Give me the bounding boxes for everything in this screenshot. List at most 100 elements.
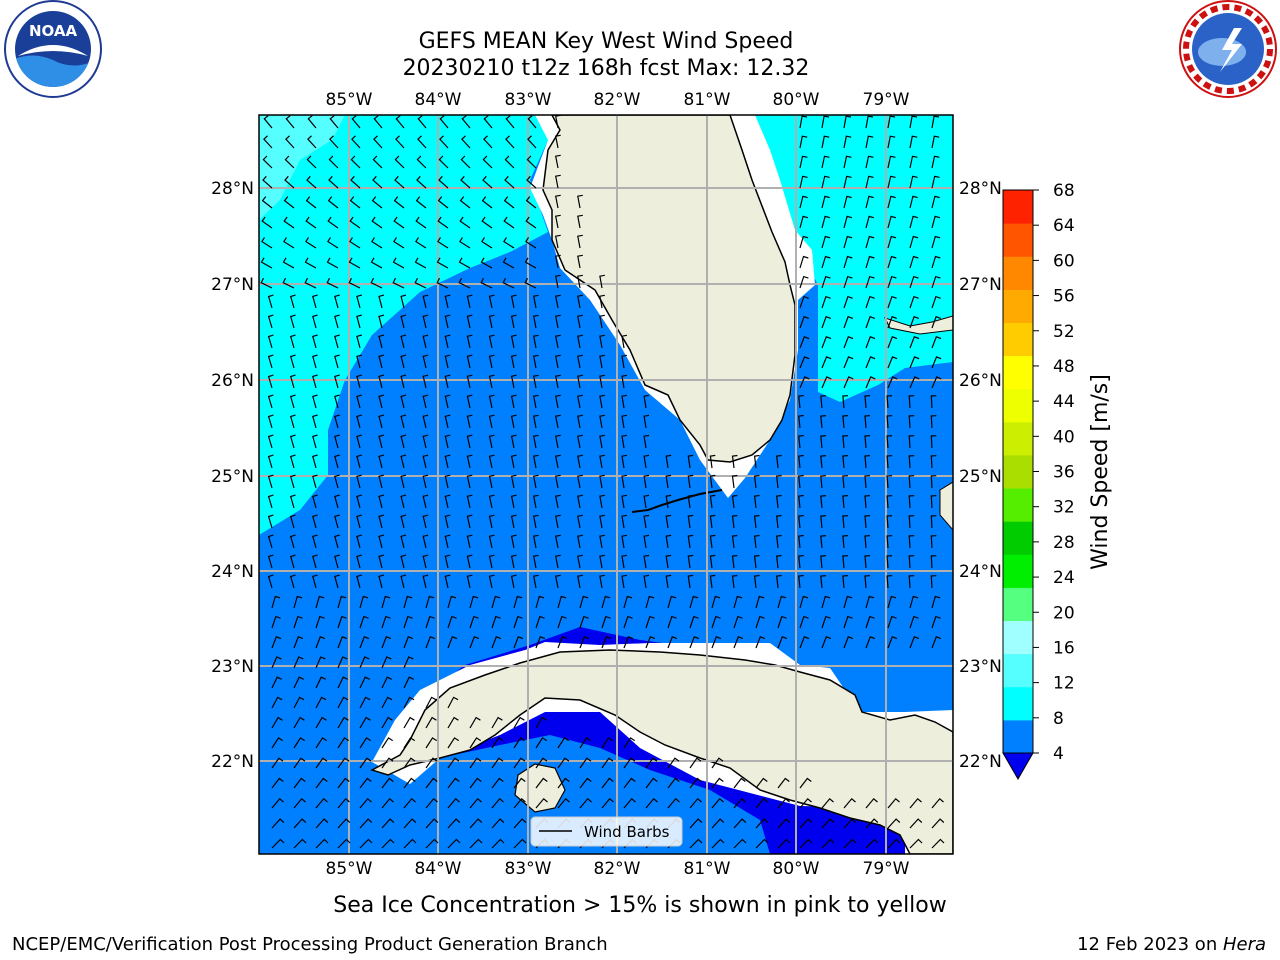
wind-barb xyxy=(643,434,650,449)
wind-barb xyxy=(312,394,318,409)
wind-barb xyxy=(798,574,804,589)
wind-barb xyxy=(447,696,459,709)
wind-barb xyxy=(334,574,340,589)
wind-barb xyxy=(502,257,515,269)
wind-barb xyxy=(293,757,306,769)
wind-barb xyxy=(417,115,427,129)
wind-barb xyxy=(466,354,473,369)
wind-barb xyxy=(373,135,383,149)
wind-barb xyxy=(931,175,940,189)
wind-barb xyxy=(289,514,296,529)
wind-barb xyxy=(480,277,493,289)
wind-barb xyxy=(527,135,537,149)
wind-barb xyxy=(579,777,592,789)
wind-barb xyxy=(460,175,471,189)
wind-barb xyxy=(689,636,700,649)
wind-barb xyxy=(381,615,391,629)
wind-barb xyxy=(557,797,570,809)
wind-barb xyxy=(532,374,539,389)
wind-barb xyxy=(733,797,746,809)
wind-barb xyxy=(371,196,383,209)
wind-barb xyxy=(378,374,385,389)
wind-barb xyxy=(755,615,765,629)
wind-barb xyxy=(305,216,317,229)
wind-barb xyxy=(709,554,716,569)
wind-barb xyxy=(305,237,317,249)
wind-barb xyxy=(359,818,373,829)
wind-barb xyxy=(577,494,583,509)
wind-barb xyxy=(532,574,539,589)
wind-barb xyxy=(865,175,874,189)
wind-barb xyxy=(381,676,392,689)
wind-barb xyxy=(909,376,920,389)
wind-barb xyxy=(577,414,583,429)
map-frame xyxy=(258,114,954,855)
wind-barb xyxy=(513,797,526,809)
lon-label-top: 80°W xyxy=(773,90,820,110)
wind-barb xyxy=(261,216,273,229)
wind-barb xyxy=(798,494,804,509)
wind-barb xyxy=(271,636,282,649)
wind-barb xyxy=(378,434,385,449)
wind-barb xyxy=(315,838,329,849)
wind-barb xyxy=(293,737,306,749)
wind-barb xyxy=(359,716,371,729)
wind-barb xyxy=(864,495,871,509)
wind-barb xyxy=(356,414,362,429)
wind-barb xyxy=(621,394,628,409)
wind-barb xyxy=(777,595,787,609)
wind-barb xyxy=(334,494,340,509)
wind-barb xyxy=(312,374,318,389)
colorbar-segment xyxy=(1003,488,1033,522)
colorbar-segment xyxy=(1003,355,1033,390)
wind-barb xyxy=(643,394,650,409)
wind-barb xyxy=(577,394,583,409)
wind-barb xyxy=(645,636,656,649)
wind-barb xyxy=(315,636,326,649)
wind-barb xyxy=(821,175,830,189)
wind-barb xyxy=(931,615,941,629)
wind-barb xyxy=(532,334,539,349)
wind-barb xyxy=(491,838,505,849)
wind-barb xyxy=(798,414,804,429)
wind-barb xyxy=(307,115,317,129)
wind-barb xyxy=(864,515,871,529)
wind-barb xyxy=(731,534,738,549)
wind-barb xyxy=(466,334,473,349)
wind-barb xyxy=(359,636,370,649)
wind-barb xyxy=(842,535,848,549)
wind-barb xyxy=(820,535,826,549)
lon-label-top: 79°W xyxy=(863,90,910,110)
wind-barb xyxy=(532,354,539,369)
wind-barb xyxy=(488,374,495,389)
wind-barb xyxy=(488,314,495,329)
wind-barb xyxy=(289,554,296,569)
wind-barb xyxy=(505,115,515,129)
wind-barb xyxy=(843,195,852,209)
wind-barb xyxy=(798,474,804,489)
wind-barb xyxy=(842,415,848,429)
wind-barb xyxy=(267,294,274,309)
wind-barb xyxy=(821,255,831,269)
wind-barb xyxy=(554,234,561,249)
wind-barb xyxy=(306,155,317,169)
wind-barb xyxy=(513,818,527,829)
wind-barb xyxy=(334,374,340,389)
lon-label-bottom: 81°W xyxy=(684,859,731,879)
wind-barb xyxy=(557,595,567,609)
wind-barb xyxy=(930,435,937,449)
colorbar-tick-label: 60 xyxy=(1053,251,1075,271)
wind-barb xyxy=(557,777,570,789)
wind-barb xyxy=(931,315,942,329)
wind-barb xyxy=(798,434,804,449)
wind-barb xyxy=(356,314,362,329)
wind-barb xyxy=(488,574,495,589)
wind-barb xyxy=(842,495,848,509)
lat-label-left: 25°N xyxy=(211,467,254,487)
wind-barb xyxy=(304,277,317,289)
wind-barb xyxy=(510,534,517,549)
wind-barb xyxy=(842,455,848,469)
wind-barb xyxy=(535,615,545,629)
wind-barb xyxy=(334,474,340,489)
wind-barb xyxy=(931,595,941,609)
